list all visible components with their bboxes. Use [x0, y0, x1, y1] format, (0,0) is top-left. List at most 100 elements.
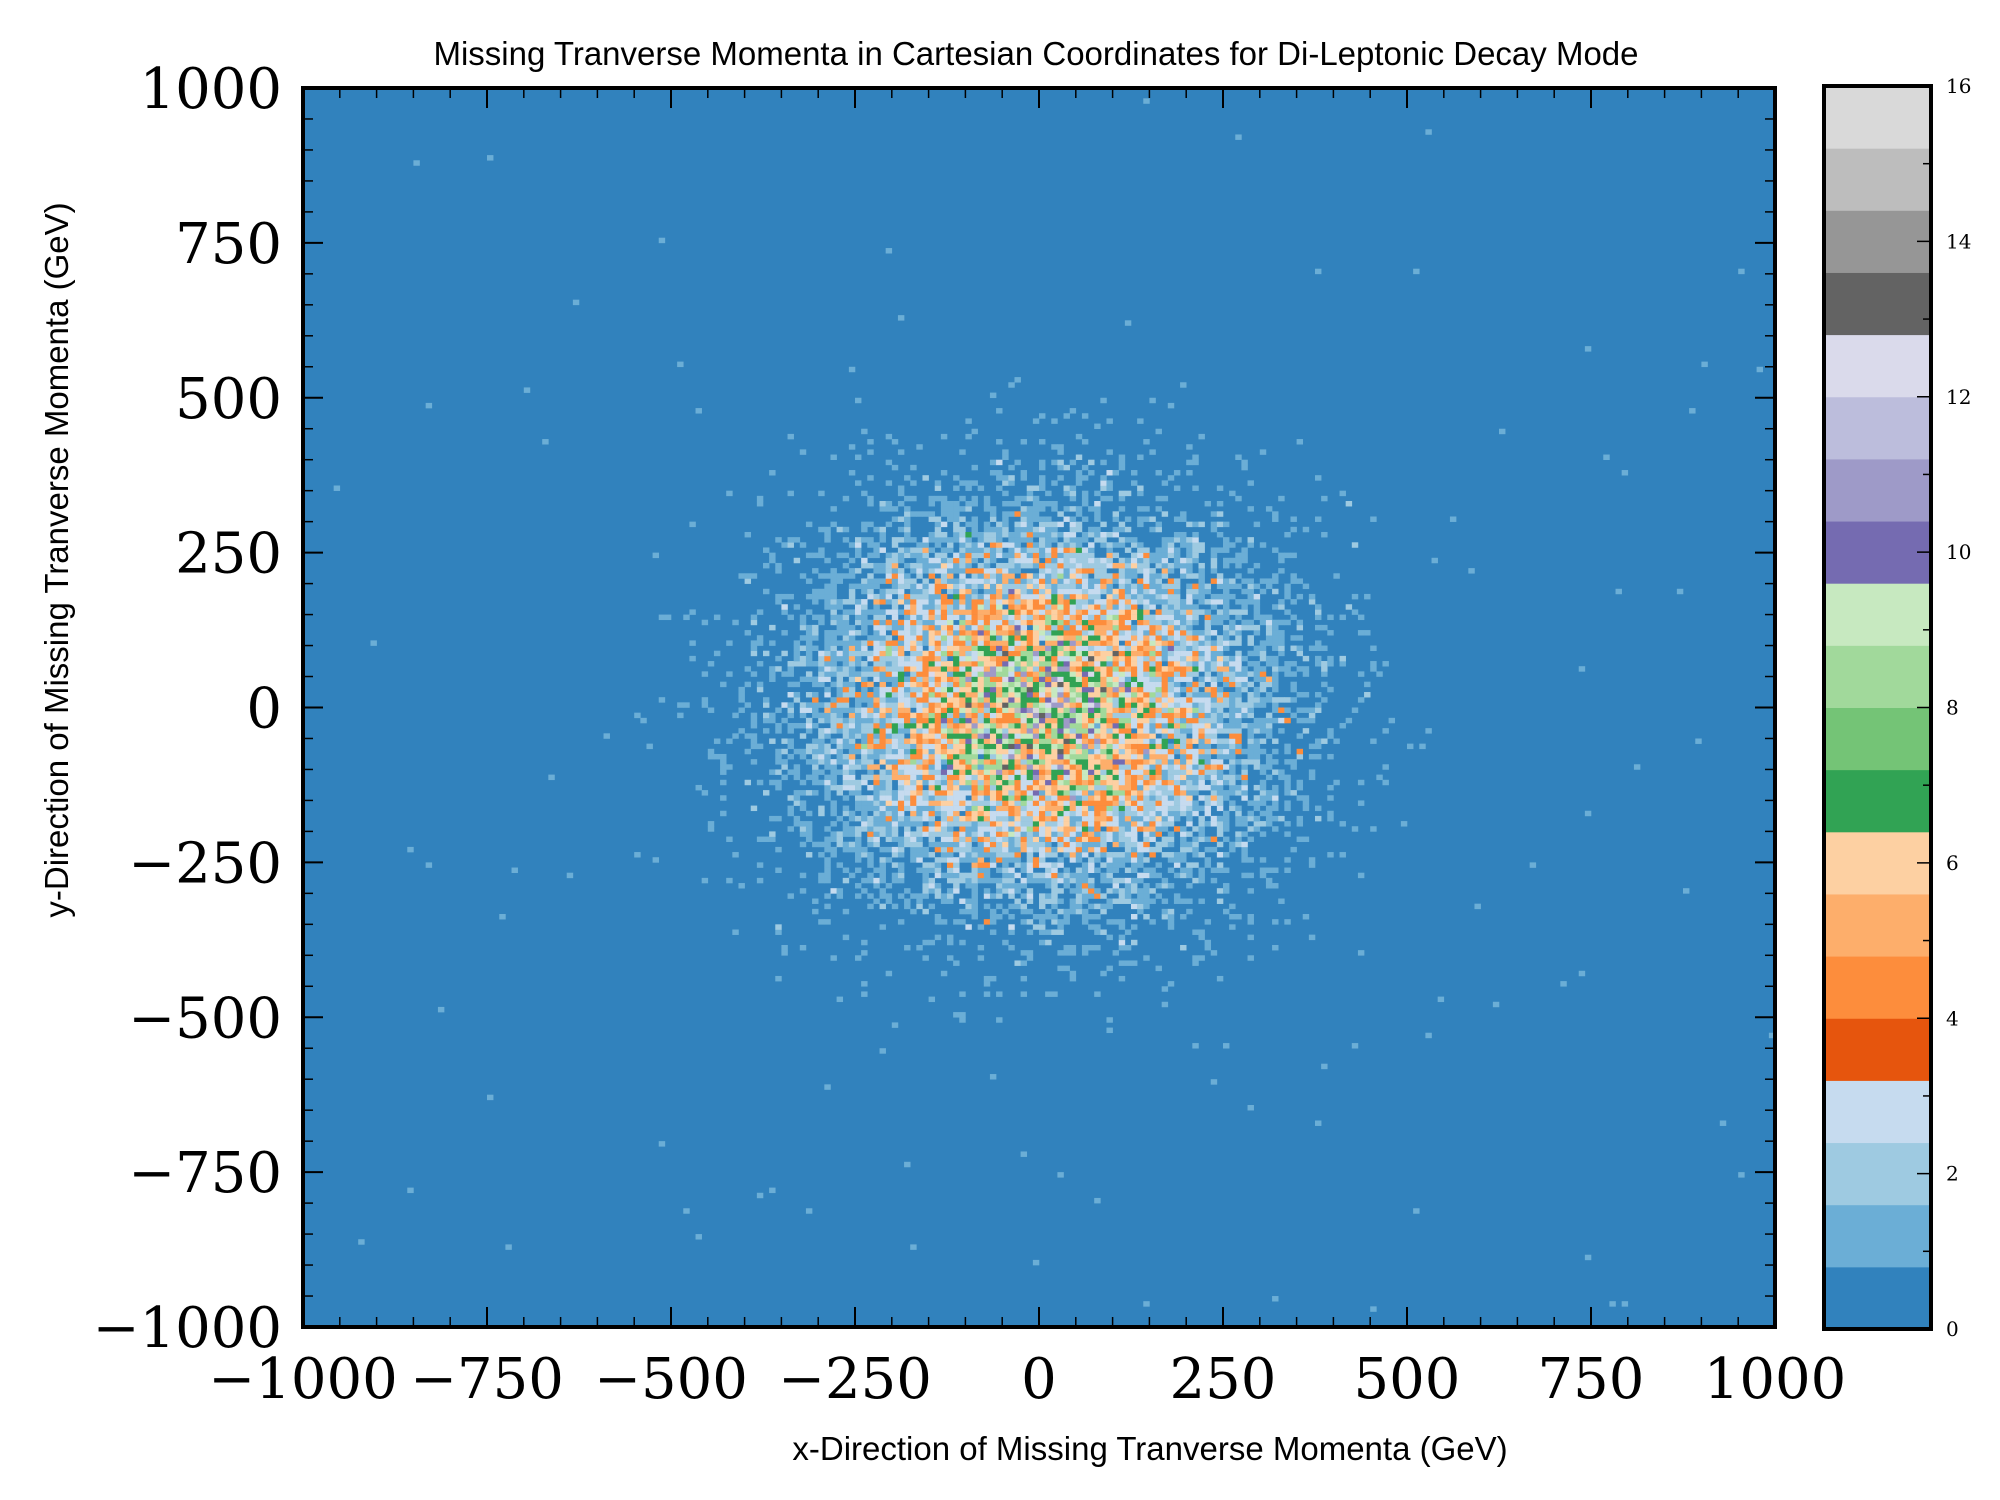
heatmap-cell — [1094, 733, 1101, 739]
heatmap-cell — [897, 315, 905, 321]
heatmap-cell — [1045, 728, 1052, 734]
heatmap-cell — [934, 883, 942, 889]
heatmap-cell — [928, 877, 936, 884]
heatmap-cell — [940, 681, 948, 688]
heatmap-cell — [1069, 774, 1077, 781]
heatmap-cell — [983, 733, 991, 739]
heatmap-cell — [1045, 547, 1052, 553]
heatmap-cell — [1014, 790, 1021, 796]
heatmap-cell — [1216, 790, 1224, 796]
heatmap-cell — [1039, 898, 1046, 904]
heatmap-cell — [1014, 697, 1021, 703]
heatmap-cell — [1173, 743, 1181, 750]
heatmap-cell — [940, 769, 948, 775]
heatmap-cell — [959, 815, 966, 822]
heatmap-cell — [1198, 655, 1205, 662]
heatmap-cell — [1149, 815, 1156, 822]
heatmap-cell — [1051, 686, 1058, 693]
heatmap-cell — [934, 650, 942, 657]
heatmap-cell — [1131, 769, 1138, 775]
heatmap-cell — [891, 604, 899, 610]
heatmap-cell — [934, 666, 942, 672]
heatmap-cell — [989, 702, 997, 708]
heatmap-cell — [1002, 480, 1009, 486]
heatmap-cell — [1069, 495, 1077, 502]
heatmap-cell — [879, 722, 886, 729]
heatmap-cell — [928, 650, 936, 657]
heatmap-cell — [1161, 604, 1169, 610]
heatmap-cell — [983, 604, 991, 610]
heatmap-cell — [1124, 846, 1132, 853]
heatmap-cell — [848, 712, 856, 719]
heatmap-cell — [940, 702, 948, 708]
heatmap-cell — [1216, 485, 1224, 491]
heatmap-cell — [1192, 697, 1199, 703]
heatmap-cell — [879, 728, 886, 734]
heatmap-cell — [928, 939, 936, 946]
heatmap-cell — [1192, 650, 1199, 657]
heatmap-cell — [1180, 944, 1187, 951]
heatmap-cell — [1088, 893, 1095, 899]
heatmap-cell — [1167, 800, 1175, 806]
heatmap-cell — [1149, 759, 1156, 765]
heatmap-cell — [971, 480, 978, 486]
heatmap-cell — [891, 624, 899, 631]
heatmap-cell — [1229, 743, 1236, 750]
heatmap-cell — [1216, 821, 1224, 827]
heatmap-cell — [891, 831, 899, 837]
heatmap-cell — [1149, 676, 1156, 682]
heatmap-cell — [805, 852, 813, 858]
heatmap-cell — [1039, 464, 1046, 471]
heatmap-cell — [1186, 707, 1193, 713]
heatmap-cell — [1216, 784, 1224, 791]
heatmap-cell — [977, 800, 985, 806]
heatmap-cell — [1210, 738, 1218, 744]
heatmap-cell — [1088, 769, 1095, 775]
heatmap-cell — [910, 712, 917, 719]
heatmap-cell — [1088, 666, 1095, 672]
heatmap-cell — [1069, 944, 1077, 951]
heatmap-cell — [996, 624, 1003, 631]
heatmap-cell — [1088, 877, 1095, 884]
heatmap-cell — [947, 537, 954, 543]
heatmap-cell — [1063, 666, 1070, 672]
heatmap-cell — [1180, 728, 1187, 734]
heatmap-cell — [1118, 619, 1126, 626]
heatmap-cell — [1210, 630, 1218, 636]
heatmap-cell — [1008, 748, 1015, 755]
heatmap-cell — [977, 779, 985, 786]
heatmap-cell — [799, 888, 807, 894]
heatmap-cell — [842, 877, 850, 884]
heatmap-cell — [940, 836, 948, 843]
heatmap-cell — [904, 475, 911, 481]
heatmap-cell — [1118, 609, 1126, 615]
heatmap-cell — [1057, 604, 1064, 610]
heatmap-cell — [658, 697, 666, 703]
heatmap-cell — [848, 774, 856, 781]
heatmap-cell — [1088, 784, 1095, 791]
heatmap-cell — [953, 475, 960, 481]
heatmap-cell — [1210, 722, 1218, 729]
heatmap-cell — [1124, 526, 1132, 533]
heatmap-cell — [928, 790, 936, 796]
heatmap-cell — [1081, 671, 1089, 677]
heatmap-cell — [842, 769, 850, 775]
heatmap-cell — [934, 738, 942, 744]
heatmap-cell — [996, 661, 1003, 667]
heatmap-cell — [793, 661, 801, 667]
heatmap-cell — [1124, 712, 1132, 719]
heatmap-cell — [953, 883, 960, 889]
heatmap-cell — [1075, 836, 1083, 843]
heatmap-cell — [867, 748, 874, 755]
heatmap-cell — [1118, 939, 1126, 946]
heatmap-cell — [928, 593, 936, 600]
heatmap-cell — [1149, 573, 1156, 579]
heatmap-cell — [818, 650, 825, 657]
heatmap-cell — [879, 666, 886, 672]
heatmap-cell — [1216, 501, 1224, 507]
heatmap-cell — [1032, 836, 1040, 843]
heatmap-cell — [855, 893, 862, 899]
heatmap-cell — [1106, 774, 1113, 781]
heatmap-cell — [1229, 805, 1236, 812]
heatmap-cell — [1186, 743, 1193, 750]
